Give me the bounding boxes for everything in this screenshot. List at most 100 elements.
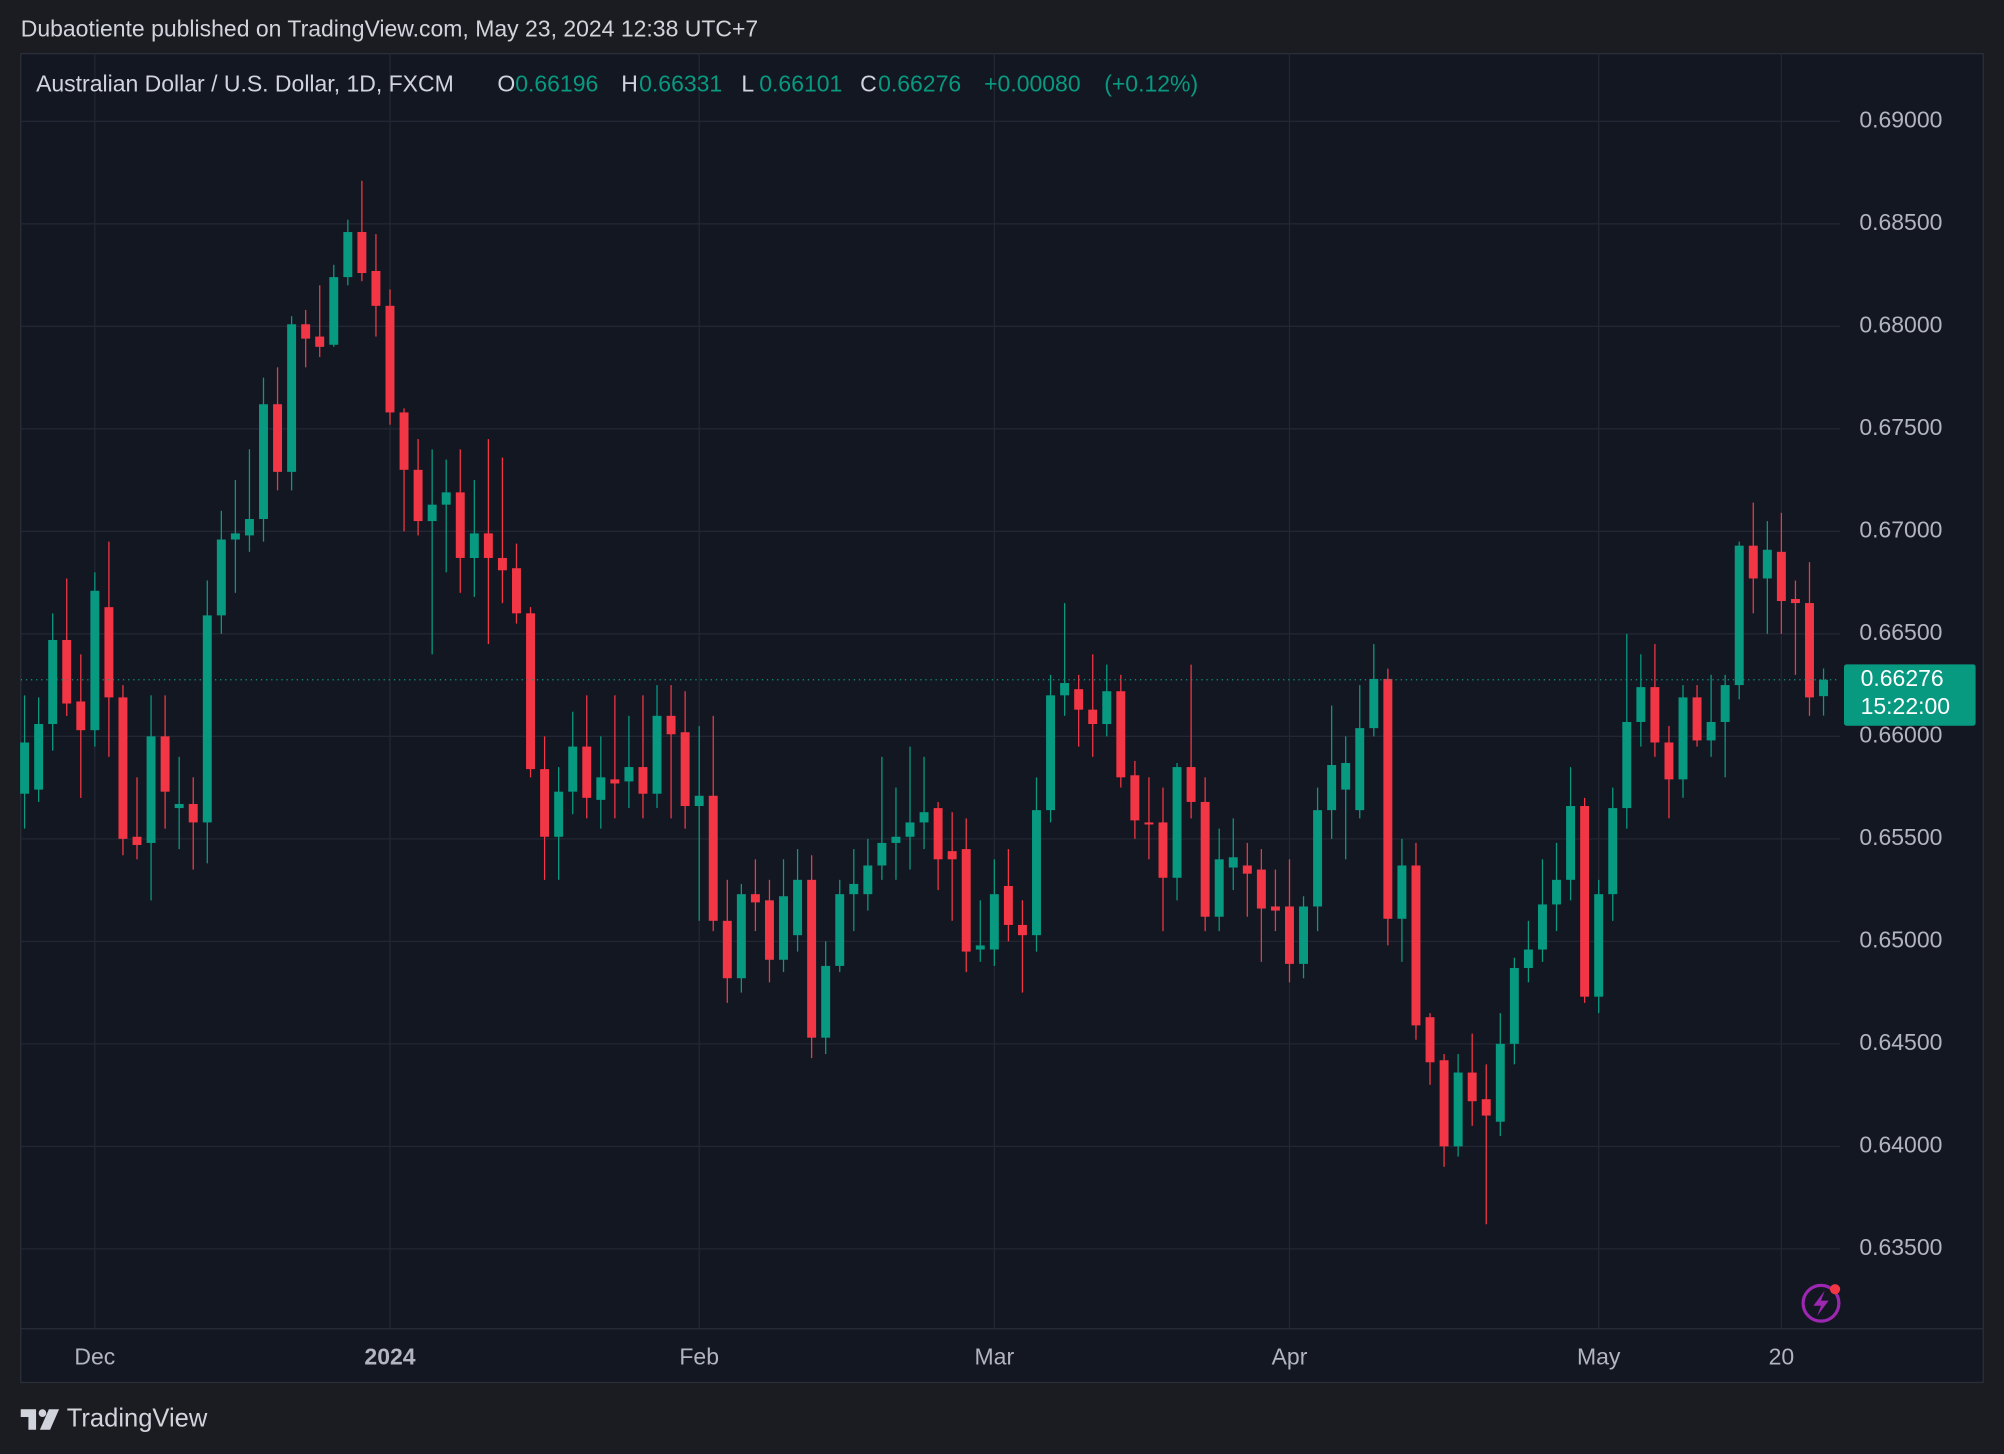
candle-body [1411,865,1421,1026]
y-tick-label: 0.63500 [1859,1234,1942,1260]
ohlc-key: H [621,71,638,97]
candle-body [1439,1060,1449,1147]
x-tick-label: Dec [74,1343,115,1369]
y-tick-label: 0.68000 [1859,311,1942,337]
candle-body [441,492,451,505]
candle-body [371,270,381,306]
candle-body [1017,924,1027,936]
ohlc-value: 0.66276 [878,71,961,97]
candle-body [905,822,915,837]
candle-body [104,607,114,698]
candle-body [1580,806,1590,997]
candle-body [357,232,367,274]
candle-body [1369,678,1379,729]
candle-body [1228,857,1238,868]
candle-body [202,615,212,823]
brand: TradingView [67,1404,208,1432]
candle-body [975,945,985,950]
candle-body [610,779,620,784]
y-tick-label: 0.67000 [1859,516,1942,542]
candle-body [764,900,774,960]
candle-body [624,767,634,782]
candle-body [1425,1017,1435,1063]
candle-body [399,412,409,470]
candle-body [160,736,170,792]
candle-body [1720,685,1730,722]
ohlc-value: 0.66196 [515,71,598,97]
y-tick-label: 0.64000 [1859,1131,1942,1157]
y-tick-label: 0.68500 [1859,209,1942,235]
candle-body [1200,801,1210,917]
candle-body [1734,545,1744,686]
x-tick-label: Feb [679,1343,719,1369]
last-price-label: 0.66276 [1861,665,1944,691]
logo-mark [39,1409,60,1430]
candle-body [244,519,254,536]
candle-body [1074,689,1084,710]
candle-body [1509,967,1519,1044]
candle-body [1692,697,1702,741]
candle-body [1594,894,1604,997]
x-tick-label: Mar [975,1343,1015,1369]
logo-mark [20,1409,37,1430]
candle-body [1706,721,1716,741]
candle-body [287,324,297,472]
bolt[interactable] [1813,1290,1829,1317]
candle-body [596,777,606,800]
candle-body [1383,678,1393,919]
candle-body [1144,822,1154,825]
ohlc-key: O [497,71,515,97]
candle-body [1088,709,1098,725]
ohlc-value: 0.66101 [759,71,842,97]
candle-body [483,533,493,558]
candle-body [413,469,423,522]
candle-body [34,724,44,790]
candle-body [497,557,507,571]
candle-body [849,883,859,895]
candle-body [526,613,536,770]
candle-body [1762,549,1772,579]
x-tick-label: Apr [1272,1343,1308,1369]
candle-body [821,965,831,1038]
candle-body [469,533,479,558]
y-tick-label: 0.65000 [1859,926,1942,952]
candle-body [1453,1072,1463,1147]
candle-body [1650,687,1660,743]
candle-body [1102,691,1112,725]
candle-body [568,746,578,792]
candle-body [1060,683,1070,696]
candle-body [877,842,887,866]
candle-body [90,590,100,731]
candle-body [652,715,662,794]
candle-body [708,795,718,921]
candle-body [750,894,760,903]
candle-body [1552,879,1561,905]
y-tick-label: 0.65500 [1859,824,1942,850]
candle-body [835,894,845,966]
candle-body [1242,865,1252,874]
candle-body [1467,1072,1477,1102]
candle-body [736,894,746,979]
candle-body [1495,1043,1505,1122]
candle-body [863,865,873,895]
alert-icon[interactable] [1801,1283,1841,1323]
candle-body [1270,906,1280,911]
candle-body [1776,551,1786,602]
candle-body [1116,691,1126,778]
candle-body [919,812,929,823]
brand-logo [20,1409,60,1430]
candle-body [933,808,943,860]
ohlc-key: C [860,71,877,97]
candle-body [1032,810,1041,936]
candle-body [230,533,240,540]
candle-body [540,769,550,837]
candle-body [779,896,788,960]
candle-body [694,795,704,807]
publisher-line: Dubaotiente published on TradingView.com… [21,16,758,42]
candle-body [329,277,339,345]
alert-ring[interactable] [1801,1283,1841,1323]
candle-body [807,879,817,1038]
candle-body [891,836,901,843]
y-tick-label: 0.67500 [1859,414,1942,440]
candle-body [1819,679,1829,697]
